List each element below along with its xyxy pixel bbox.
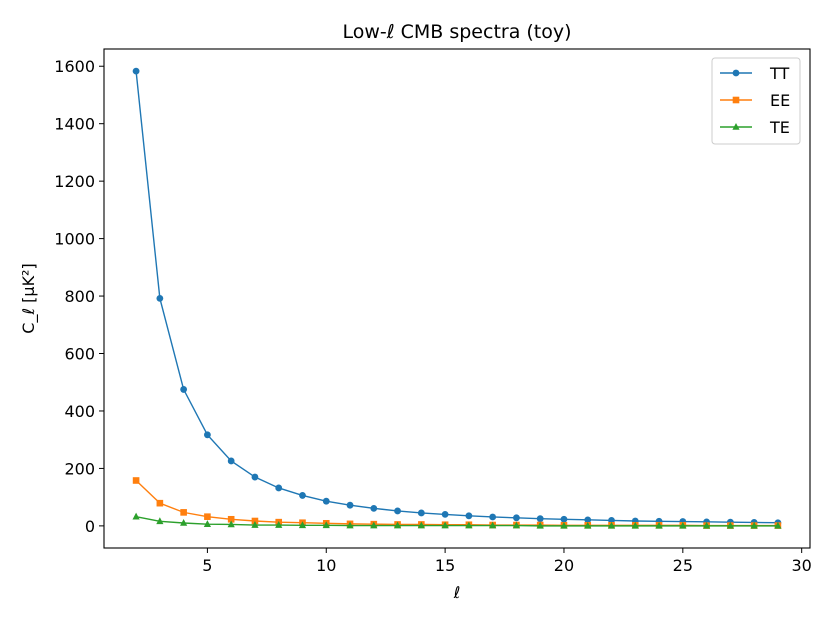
y-tick-label: 800: [64, 287, 95, 306]
data-point-te: [298, 521, 307, 529]
data-point-tt: [346, 501, 354, 509]
legend-label-ee: EE: [770, 91, 790, 110]
data-point-te: [132, 512, 140, 520]
data-point-tt: [584, 516, 592, 524]
data-point-te: [346, 521, 354, 529]
data-point-tt: [489, 513, 497, 521]
y-tick-label: 1600: [54, 57, 95, 76]
data-point-ee: [180, 509, 187, 516]
data-point-te: [251, 521, 259, 528]
series-layer: [132, 67, 782, 529]
data-point-te: [679, 521, 687, 529]
data-point-te: [441, 521, 449, 529]
data-point-tt: [417, 509, 425, 517]
data-point-te: [584, 521, 592, 529]
data-point-ee: [251, 517, 259, 525]
data-point-te: [607, 521, 616, 529]
x-tick-label: 20: [554, 556, 574, 575]
data-point-tt: [441, 510, 449, 518]
legend: TT EE TE: [711, 57, 801, 145]
data-point-tt: [180, 386, 188, 393]
series-line-tt: [135, 71, 778, 524]
data-point-te: [275, 521, 283, 528]
data-point-tt: [132, 67, 140, 75]
y-tick-label: 600: [64, 345, 95, 364]
data-point-tt: [513, 514, 520, 522]
data-point-te: [560, 521, 568, 529]
plot-area-frame: [103, 48, 811, 549]
data-point-te: [512, 521, 521, 529]
data-point-te: [655, 521, 663, 529]
data-point-ee: [227, 515, 235, 523]
data-point-te: [417, 521, 425, 529]
legend-label-tt: TT: [769, 64, 789, 83]
y-tick-label: 400: [64, 402, 95, 421]
data-point-te: [370, 521, 378, 529]
data-point-te: [536, 521, 544, 529]
data-point-tt: [322, 497, 330, 505]
data-point-tt: [465, 512, 473, 520]
data-point-te: [322, 521, 330, 529]
data-point-te: [702, 521, 711, 529]
data-point-tt: [156, 294, 164, 302]
data-point-te: [465, 521, 473, 529]
data-point-tt: [560, 515, 568, 523]
data-point-tt: [299, 492, 306, 499]
data-point-tt: [227, 457, 235, 465]
y-tick-label: 0: [85, 517, 95, 536]
x-axis-label: ℓ: [453, 583, 461, 602]
data-point-tt: [204, 431, 211, 439]
x-tick-label: 15: [435, 556, 455, 575]
data-point-te: [489, 521, 497, 529]
data-point-te: [180, 519, 188, 526]
data-point-te: [750, 521, 758, 529]
series-line-te: [135, 516, 778, 527]
y-tick-label: 1200: [54, 172, 95, 191]
data-point-tt: [370, 504, 378, 512]
data-point-ee: [156, 499, 164, 507]
data-point-te: [726, 521, 734, 529]
legend-marker-tt: [732, 69, 740, 77]
data-point-te: [631, 521, 639, 529]
data-point-tt: [394, 507, 401, 515]
data-point-te: [227, 520, 235, 528]
data-point-tt: [536, 515, 544, 523]
data-point-ee: [132, 477, 140, 484]
legend-marker-ee: [732, 96, 740, 104]
x-tick-label: 30: [792, 556, 812, 575]
legend-box: [711, 57, 801, 145]
x-axis-ticks: 5 10 15 20 25 30: [202, 548, 812, 575]
chart-title: Low-ℓ CMB spectra (toy): [342, 21, 571, 43]
y-tick-label: 1000: [54, 230, 95, 249]
data-point-te: [393, 521, 402, 529]
data-point-te: [156, 517, 164, 525]
legend-label-te: TE: [769, 118, 790, 137]
data-point-ee: [204, 513, 211, 520]
y-axis-ticks: 0 200 400 600 800 1000 1200 1400 1600: [54, 57, 104, 536]
y-axis-label: C_ℓ [μK²]: [19, 263, 39, 333]
legend-marker-te: [732, 123, 740, 130]
x-tick-label: 10: [316, 556, 336, 575]
data-point-tt: [251, 473, 259, 481]
data-point-te: [774, 521, 782, 529]
y-tick-label: 1400: [54, 115, 95, 134]
series-tt: [132, 67, 782, 527]
series-te: [132, 512, 782, 529]
data-point-te: [203, 520, 212, 527]
x-tick-label: 5: [202, 556, 212, 575]
y-tick-label: 200: [64, 459, 95, 478]
x-tick-label: 25: [673, 556, 693, 575]
data-point-tt: [275, 484, 283, 492]
